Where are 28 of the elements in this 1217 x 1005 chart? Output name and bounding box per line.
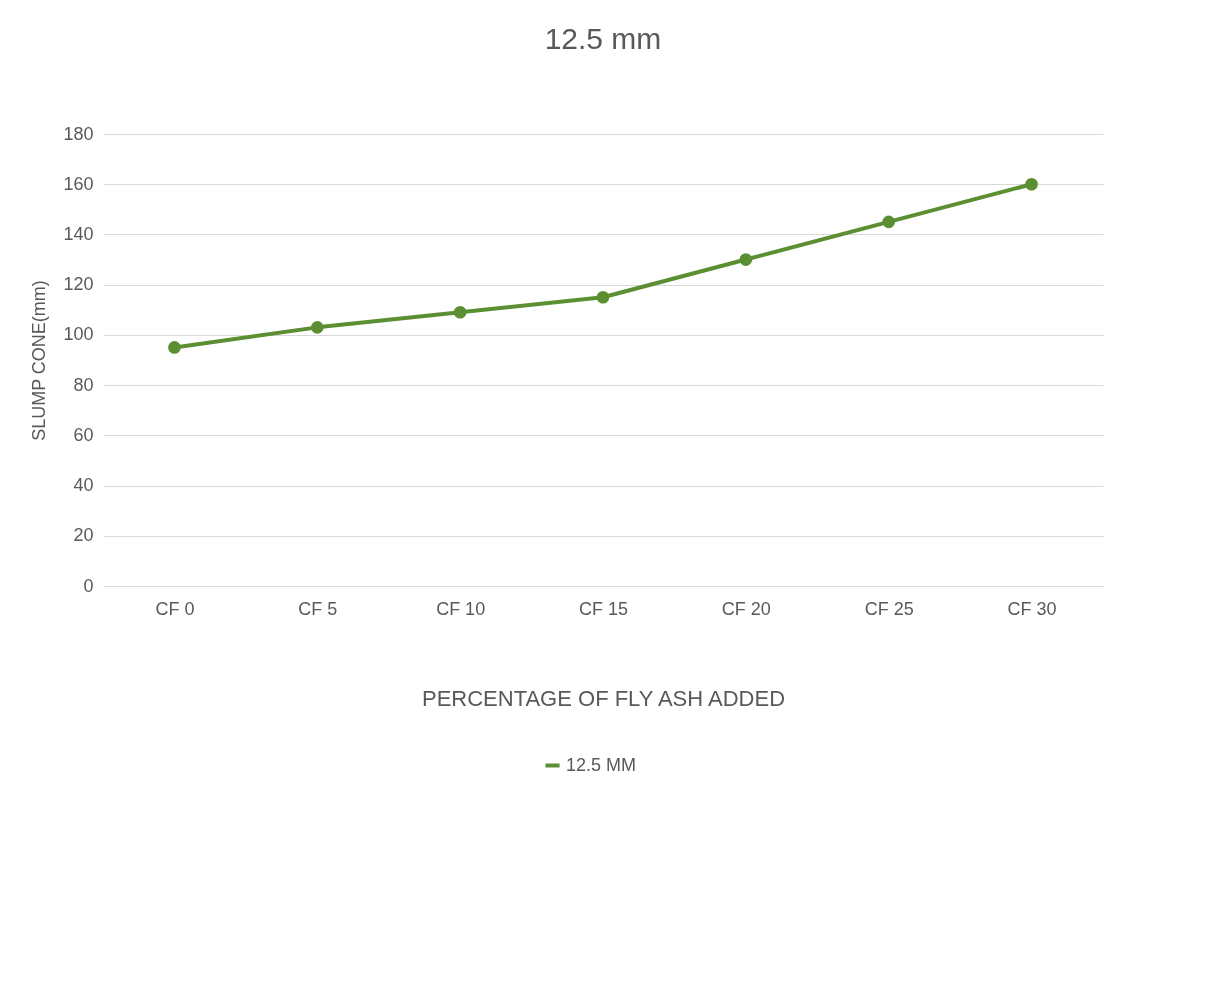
y-tick-label: 20 [73, 525, 94, 546]
chart-title: 12.5 mm [544, 22, 662, 55]
point [168, 341, 181, 354]
x-tick-label: CF 15 [578, 598, 629, 619]
x-tick-label: CF 30 [1007, 598, 1057, 619]
point [596, 290, 610, 304]
point [739, 253, 753, 266]
y-tick-label: 140 [63, 223, 94, 244]
x-axis-title: PERCENTAGE OF FLY ASH ADDED [421, 685, 786, 711]
y-tick-label: 100 [63, 324, 94, 345]
y-axis-title: SLUMP CONE(mm) [29, 280, 50, 441]
x-tick-label: CF 5 [298, 598, 338, 619]
point [1025, 177, 1038, 191]
y-tick-label: 40 [73, 475, 94, 496]
y-tick-label: 0 [83, 575, 94, 596]
x-tick-label: CF 10 [436, 598, 486, 619]
y-tick-label: 180 [63, 123, 94, 144]
point [310, 321, 324, 334]
y-tick-label: 120 [63, 274, 94, 295]
x-tick-label: CF 0 [155, 598, 195, 619]
point [882, 215, 896, 229]
point [453, 305, 467, 319]
y-tick-label: 80 [73, 374, 94, 395]
y-tick-label: 160 [63, 173, 94, 194]
legend-label: 12.5 MM [566, 754, 637, 775]
x-tick-label: CF 20 [721, 598, 771, 619]
y-tick-label: 60 [73, 424, 94, 445]
x-tick-label: CF 25 [864, 598, 914, 619]
